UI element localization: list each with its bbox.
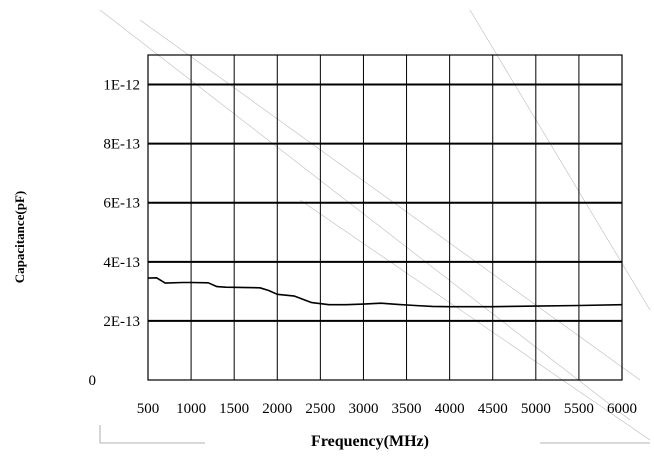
- x-tick-label: 6000: [607, 401, 637, 417]
- x-tick-label: 2000: [262, 401, 292, 417]
- x-tick-label: 5500: [564, 401, 594, 417]
- decor-line-1: [139, 19, 641, 381]
- y-tick-label: 8E-13: [103, 137, 140, 153]
- x-tick-label: 1000: [176, 401, 206, 417]
- plot-border: [147, 54, 623, 381]
- y-tick-label: 0: [89, 373, 97, 389]
- x-tick-label: 3000: [348, 401, 378, 417]
- y-tick-label: 2E-13: [103, 314, 140, 330]
- x-tick-label: 4000: [435, 401, 465, 417]
- x-tick-labels: 500 1000 1500 2000 2500 3000 3500 4000 4500 5000 5…: [137, 401, 637, 417]
- y-axis-title: Capacitance(pF): [12, 191, 27, 283]
- series-group: [147, 276, 623, 308]
- x-tick-label: 1500: [219, 401, 249, 417]
- x-tick-label: 5000: [521, 401, 551, 417]
- background-decoration: [99, 9, 651, 444]
- series-line-0: [147, 276, 623, 308]
- y-tick-label: 6E-13: [103, 196, 140, 212]
- decor-line-2: [469, 9, 651, 311]
- horizontal-grid: [148, 83, 622, 322]
- vertical-grid: [190, 55, 580, 380]
- decor-line-0: [99, 9, 631, 421]
- y-tick-label: 4E-13: [103, 255, 140, 271]
- x-tick-label: 500: [137, 401, 160, 417]
- plot-area: [147, 54, 623, 381]
- y-tick-label: 1E-12: [103, 78, 140, 94]
- x-tick-label: 4500: [478, 401, 508, 417]
- x-tick-label: 2500: [305, 401, 335, 417]
- x-tick-label: 3500: [392, 401, 422, 417]
- y-tick-labels: 0 2E-13 4E-13 6E-13 8E-13 1E-12: [89, 78, 141, 389]
- x-axis-title: Frequency(MHz): [311, 433, 429, 450]
